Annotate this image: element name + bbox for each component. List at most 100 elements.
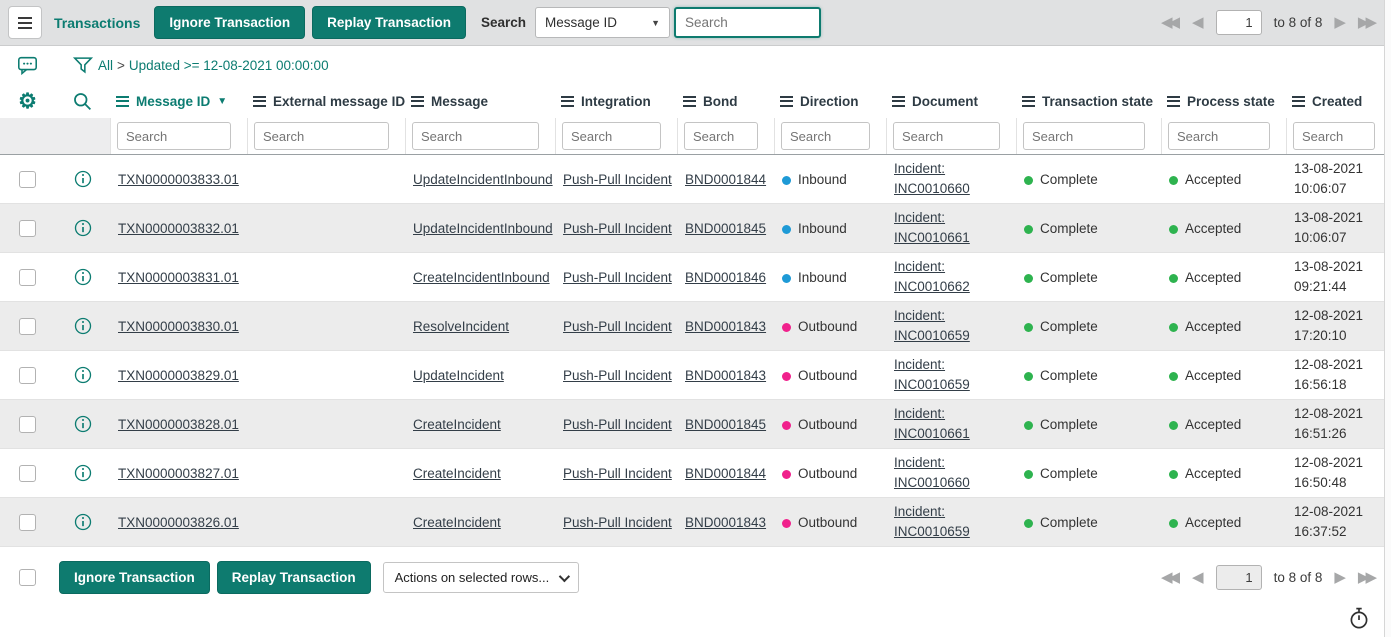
row-message-id-link[interactable]: TXN0000003830.01 <box>118 318 239 334</box>
row-integration-link[interactable]: Push-Pull Incident <box>563 318 672 334</box>
row-message-id-link[interactable]: TXN0000003828.01 <box>118 416 239 432</box>
row-message-link[interactable]: UpdateIncidentInbound <box>413 220 553 236</box>
info-icon[interactable] <box>73 267 93 287</box>
footer-ignore-transaction-button[interactable]: Ignore Transaction <box>59 561 210 594</box>
row-bond-link[interactable]: BND0001843 <box>685 514 767 530</box>
row-checkbox[interactable] <box>19 513 36 531</box>
row-bond-link[interactable]: BND0001843 <box>685 367 767 383</box>
row-checkbox[interactable] <box>19 170 36 188</box>
row-bond-link[interactable]: BND0001844 <box>685 465 767 481</box>
row-message-link[interactable]: ResolveIncident <box>413 318 510 334</box>
search-input[interactable] <box>673 7 821 38</box>
column-header-bond[interactable]: Bond <box>677 94 774 109</box>
filter-input-message[interactable] <box>412 122 539 150</box>
column-menu-icon[interactable] <box>1292 95 1305 107</box>
column-search-icon[interactable] <box>72 91 93 112</box>
next-page-button[interactable]: ▶ <box>1334 569 1346 586</box>
first-page-button[interactable]: ◀◀ <box>1160 569 1180 586</box>
prev-page-button[interactable]: ◀ <box>1192 569 1204 586</box>
row-integration-link[interactable]: Push-Pull Incident <box>563 171 672 187</box>
column-menu-icon[interactable] <box>683 95 696 107</box>
row-message-id-link[interactable]: TXN0000003833.01 <box>118 171 239 187</box>
filter-input-message-id[interactable] <box>117 122 231 150</box>
row-checkbox[interactable] <box>19 317 36 335</box>
row-message-link[interactable]: CreateIncident <box>413 416 501 432</box>
info-icon[interactable] <box>73 218 93 238</box>
list-settings-gear-icon[interactable]: ⚙ <box>18 89 37 113</box>
breadcrumb-all-link[interactable]: All <box>98 57 114 73</box>
footer-replay-transaction-button[interactable]: Replay Transaction <box>216 561 371 594</box>
search-field-select[interactable]: Message ID ▼ <box>534 7 670 38</box>
filter-input-created[interactable] <box>1293 122 1375 150</box>
row-message-link[interactable]: CreateIncident <box>413 514 501 530</box>
column-header-external-message-id[interactable]: External message ID <box>247 94 405 109</box>
row-document-link[interactable]: Incident: INC0010659 <box>894 502 970 541</box>
response-time-stopwatch-icon[interactable] <box>1347 606 1371 630</box>
column-menu-icon[interactable] <box>411 95 424 107</box>
column-header-process-state[interactable]: Process state <box>1161 94 1286 109</box>
row-message-link[interactable]: UpdateIncident <box>413 367 504 383</box>
row-message-link[interactable]: CreateIncident <box>413 465 501 481</box>
column-header-created[interactable]: Created <box>1286 94 1391 109</box>
next-page-button[interactable]: ▶ <box>1334 14 1346 31</box>
column-menu-icon[interactable] <box>1167 95 1180 107</box>
row-bond-link[interactable]: BND0001845 <box>685 416 767 432</box>
first-page-button[interactable]: ◀◀ <box>1160 14 1180 31</box>
last-page-button[interactable]: ▶▶ <box>1357 14 1377 31</box>
scrollbar[interactable] <box>1384 0 1391 637</box>
info-icon[interactable] <box>73 316 93 336</box>
column-header-transaction-state[interactable]: Transaction state <box>1016 94 1161 109</box>
row-message-link[interactable]: CreateIncidentInbound <box>413 269 550 285</box>
info-icon[interactable] <box>73 365 93 385</box>
last-page-button[interactable]: ▶▶ <box>1357 569 1377 586</box>
column-header-document[interactable]: Document <box>886 94 1016 109</box>
column-header-integration[interactable]: Integration <box>555 94 677 109</box>
column-menu-icon[interactable] <box>1022 95 1035 107</box>
column-header-message-id[interactable]: Message ID ▼ <box>110 94 247 109</box>
filter-input-document[interactable] <box>893 122 1000 150</box>
page-number-input[interactable] <box>1215 565 1262 590</box>
info-icon[interactable] <box>73 463 93 483</box>
row-document-link[interactable]: Incident: INC0010660 <box>894 453 970 492</box>
row-document-link[interactable]: Incident: INC0010659 <box>894 355 970 394</box>
filter-input-integration[interactable] <box>562 122 661 150</box>
menu-button[interactable] <box>8 6 42 39</box>
row-checkbox[interactable] <box>19 464 36 482</box>
row-document-link[interactable]: Incident: INC0010661 <box>894 404 970 443</box>
row-bond-link[interactable]: BND0001843 <box>685 318 767 334</box>
row-document-link[interactable]: Incident: INC0010662 <box>894 257 970 296</box>
row-integration-link[interactable]: Push-Pull Incident <box>563 514 672 530</box>
info-icon[interactable] <box>73 169 93 189</box>
prev-page-button[interactable]: ◀ <box>1192 14 1204 31</box>
row-document-link[interactable]: Incident: INC0010659 <box>894 306 970 345</box>
row-document-link[interactable]: Incident: INC0010661 <box>894 208 970 247</box>
row-checkbox[interactable] <box>19 268 36 286</box>
row-checkbox[interactable] <box>19 366 36 384</box>
filter-input-direction[interactable] <box>781 122 870 150</box>
column-header-message[interactable]: Message <box>405 94 555 109</box>
column-menu-icon[interactable] <box>892 95 905 107</box>
row-document-link[interactable]: Incident: INC0010660 <box>894 159 970 198</box>
row-integration-link[interactable]: Push-Pull Incident <box>563 367 672 383</box>
column-menu-icon[interactable] <box>561 95 574 107</box>
row-message-id-link[interactable]: TXN0000003831.01 <box>118 269 239 285</box>
filter-input-transaction-state[interactable] <box>1023 122 1145 150</box>
column-header-direction[interactable]: Direction <box>774 94 886 109</box>
row-bond-link[interactable]: BND0001844 <box>685 171 767 187</box>
column-menu-icon[interactable] <box>116 95 129 107</box>
column-menu-icon[interactable] <box>253 95 266 107</box>
row-message-id-link[interactable]: TXN0000003829.01 <box>118 367 239 383</box>
row-checkbox[interactable] <box>19 415 36 433</box>
page-title[interactable]: Transactions <box>54 14 141 31</box>
info-icon[interactable] <box>73 512 93 532</box>
row-integration-link[interactable]: Push-Pull Incident <box>563 465 672 481</box>
breadcrumb-condition-link[interactable]: Updated >= 12-08-2021 00:00:00 <box>128 57 329 73</box>
replay-transaction-button[interactable]: Replay Transaction <box>312 6 466 39</box>
row-message-id-link[interactable]: TXN0000003826.01 <box>118 514 239 530</box>
row-message-id-link[interactable]: TXN0000003827.01 <box>118 465 239 481</box>
comments-icon[interactable] <box>16 54 39 76</box>
ignore-transaction-button[interactable]: Ignore Transaction <box>154 6 306 39</box>
filter-input-external-message-id[interactable] <box>254 122 389 150</box>
row-checkbox[interactable] <box>19 219 36 237</box>
filter-input-process-state[interactable] <box>1168 122 1270 150</box>
